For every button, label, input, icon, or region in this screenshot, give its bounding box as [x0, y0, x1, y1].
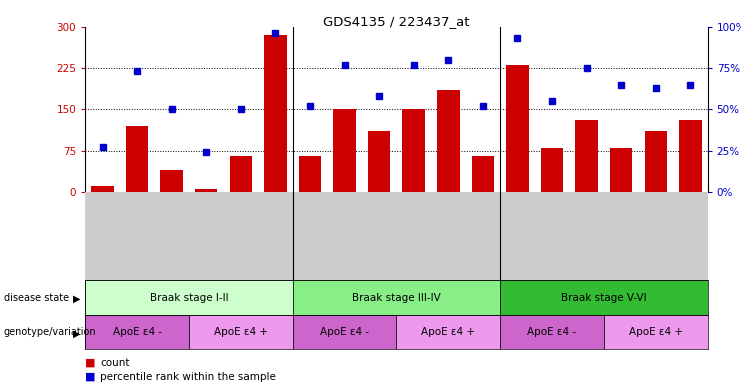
- Bar: [679, 121, 702, 192]
- Text: ▶: ▶: [73, 328, 80, 338]
- Bar: [471, 156, 494, 192]
- Bar: [85, 280, 293, 315]
- Text: Braak stage I-II: Braak stage I-II: [150, 293, 228, 303]
- Bar: [189, 315, 293, 349]
- Bar: [368, 131, 391, 192]
- Bar: [91, 187, 113, 192]
- Text: disease state: disease state: [4, 293, 69, 303]
- Bar: [541, 148, 563, 192]
- Bar: [293, 280, 500, 315]
- Text: percentile rank within the sample: percentile rank within the sample: [100, 372, 276, 382]
- Bar: [437, 90, 459, 192]
- Bar: [396, 315, 500, 349]
- Text: ▶: ▶: [73, 294, 80, 304]
- Bar: [506, 65, 528, 192]
- Bar: [604, 315, 708, 349]
- Bar: [299, 156, 322, 192]
- Bar: [500, 315, 604, 349]
- Bar: [85, 315, 189, 349]
- Text: count: count: [100, 358, 130, 368]
- Text: ApoE ε4 +: ApoE ε4 +: [629, 327, 682, 337]
- Text: ApoE ε4 -: ApoE ε4 -: [528, 327, 576, 337]
- Bar: [333, 109, 356, 192]
- Text: ApoE ε4 +: ApoE ε4 +: [422, 327, 475, 337]
- Bar: [195, 189, 217, 192]
- Bar: [293, 315, 396, 349]
- Bar: [402, 109, 425, 192]
- Text: ■: ■: [85, 358, 96, 368]
- Text: ■: ■: [85, 372, 96, 382]
- Bar: [160, 170, 183, 192]
- Text: ApoE ε4 -: ApoE ε4 -: [320, 327, 369, 337]
- Bar: [230, 156, 252, 192]
- Bar: [126, 126, 148, 192]
- Bar: [500, 280, 708, 315]
- Text: genotype/variation: genotype/variation: [4, 327, 96, 337]
- Text: Braak stage III-IV: Braak stage III-IV: [352, 293, 441, 303]
- Text: ApoE ε4 +: ApoE ε4 +: [214, 327, 268, 337]
- Text: GDS4135 / 223437_at: GDS4135 / 223437_at: [323, 15, 470, 28]
- Bar: [575, 121, 598, 192]
- Bar: [264, 35, 287, 192]
- Text: ApoE ε4 -: ApoE ε4 -: [113, 327, 162, 337]
- Text: Braak stage V-VI: Braak stage V-VI: [561, 293, 647, 303]
- Bar: [610, 148, 632, 192]
- Bar: [645, 131, 667, 192]
